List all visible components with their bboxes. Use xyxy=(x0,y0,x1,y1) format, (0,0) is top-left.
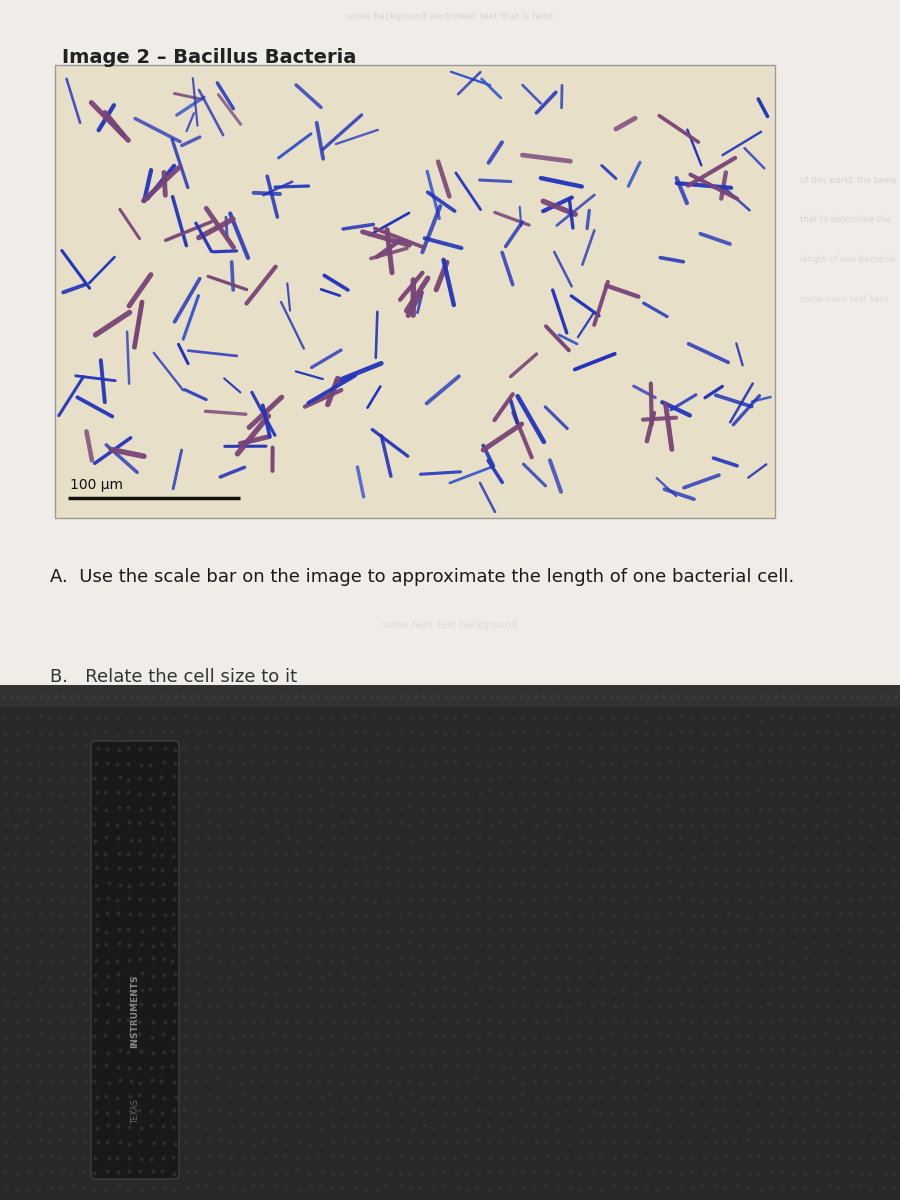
Text: of this world, the same: of this world, the same xyxy=(800,175,896,185)
Text: some background worksheet text that is faint: some background worksheet text that is f… xyxy=(346,12,554,20)
Text: that to determine the: that to determine the xyxy=(800,216,891,224)
Bar xyxy=(0,685,900,707)
Text: Image 2 – Bacillus Bacteria: Image 2 – Bacillus Bacteria xyxy=(62,48,356,67)
Bar xyxy=(55,65,775,518)
Text: 100 μm: 100 μm xyxy=(70,478,123,492)
FancyBboxPatch shape xyxy=(91,740,179,1178)
Text: B.   Relate the cell size to it: B. Relate the cell size to it xyxy=(50,668,297,686)
Text: length of one bacterial: length of one bacterial xyxy=(800,256,896,264)
Bar xyxy=(0,685,900,1200)
Text: A.  Use the scale bar on the image to approximate the length of one bacterial ce: A. Use the scale bar on the image to app… xyxy=(50,568,794,586)
Text: INSTRUMENTS: INSTRUMENTS xyxy=(130,974,140,1049)
Text: some faint text background: some faint text background xyxy=(382,620,518,630)
Text: TEXAS: TEXAS xyxy=(130,1098,140,1123)
Text: some more text here: some more text here xyxy=(800,295,888,305)
